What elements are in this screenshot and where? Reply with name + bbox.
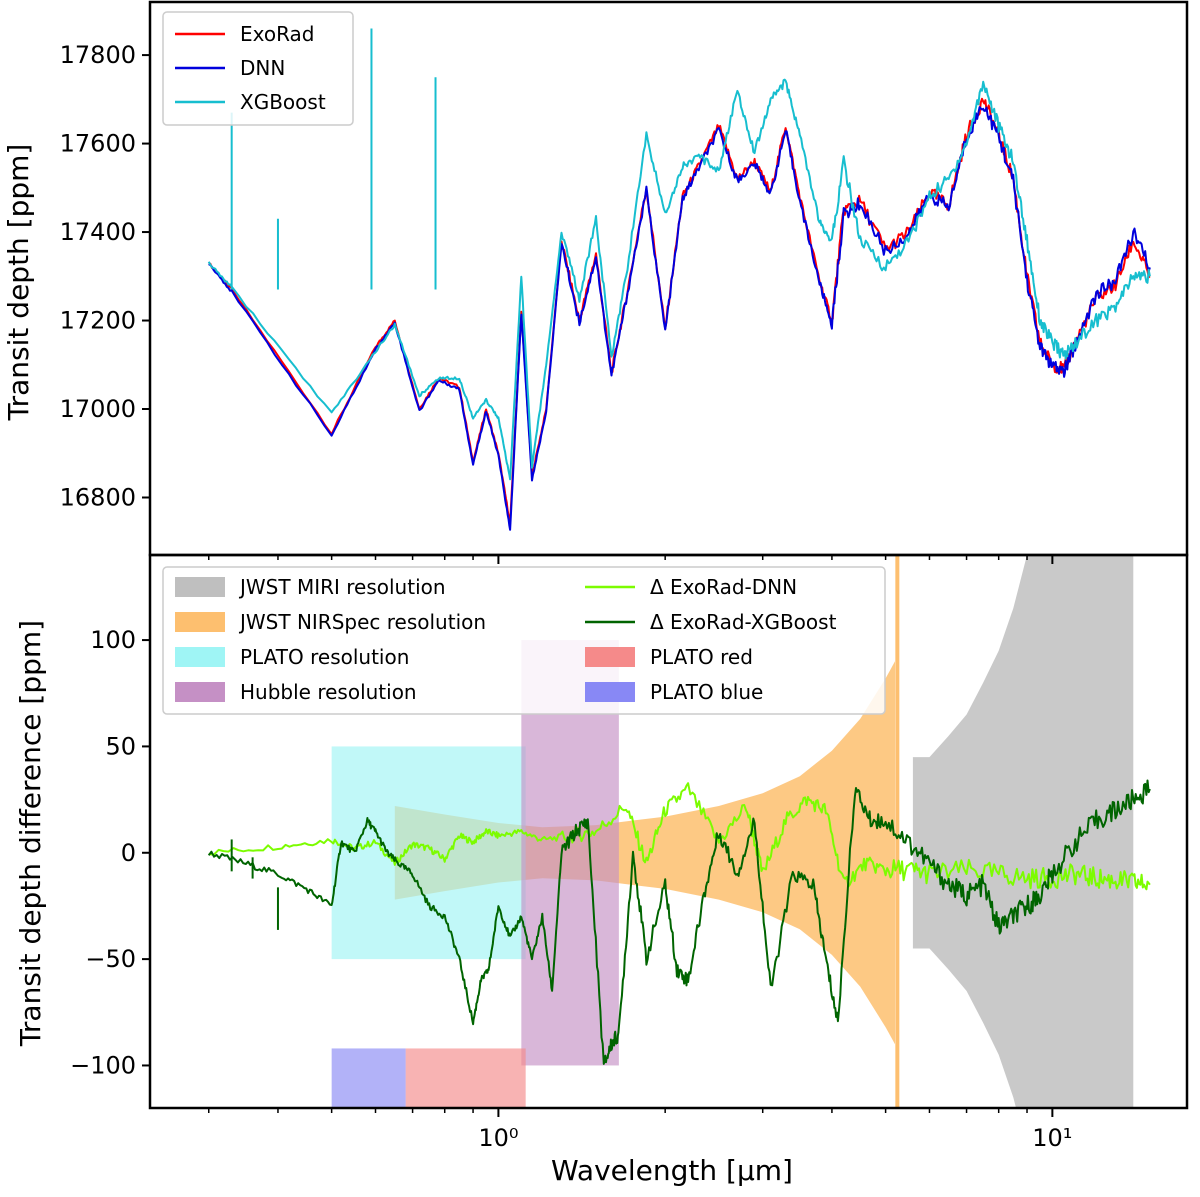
top-series-dnn-line xyxy=(208,106,1151,531)
legend-label-hubble: Hubble resolution xyxy=(240,680,417,704)
legend-label-miri: JWST MIRI resolution xyxy=(238,575,446,599)
bottom-panel-frame xyxy=(148,553,1189,1110)
top-ytick-label-17200: 17200 xyxy=(60,307,136,335)
bottom-ytick-label-50: 50 xyxy=(105,732,136,760)
bottom-ytick-label-100: 100 xyxy=(90,626,136,654)
legend-label-nirspec: JWST NIRSpec resolution xyxy=(238,610,486,634)
bottom-legend-box xyxy=(162,566,886,715)
legend-swatch-nirspec xyxy=(175,612,225,632)
legend-label-delta-xgboost: Δ ExoRad-XGBoost xyxy=(650,610,837,634)
top-y-axis-label: Transit depth [ppm] xyxy=(2,144,35,422)
legend-swatch-hubble xyxy=(175,682,225,702)
top-series-exorad-line xyxy=(208,97,1151,525)
legend-label-plato-blue: PLATO blue xyxy=(650,680,763,704)
plato-red-band xyxy=(405,1048,526,1108)
bottom-series-delta-dnn-line xyxy=(208,782,1151,891)
nirspec-band xyxy=(394,661,895,1045)
legend-label-exorad: ExoRad xyxy=(240,22,315,46)
top-series-xgboost-line xyxy=(207,78,1151,481)
bottom-ytick-label--50: −50 xyxy=(85,945,136,973)
top-panel-plot xyxy=(207,28,1151,531)
legend-label-dnn: DNN xyxy=(240,56,285,80)
legend-swatch-miri xyxy=(175,577,225,597)
bottom-legend: JWST MIRI resolution JWST NIRSpec resolu… xyxy=(162,566,886,715)
top-legend: ExoRad DNN XGBoost xyxy=(162,11,354,126)
top-ytick-label-17600: 17600 xyxy=(60,130,136,158)
bottom-xtick-label-1: 10⁰ xyxy=(478,1124,518,1152)
legend-swatch-plato xyxy=(175,647,225,667)
legend-label-xgboost: XGBoost xyxy=(240,90,326,114)
miri-band xyxy=(912,555,1134,1108)
axis-ticks: 16800 17000 17200 17400 17600 17800 −100 −50 0 50… xyxy=(60,41,1073,1152)
bottom-series-delta-xgboost-line xyxy=(207,779,1151,1065)
legend-label-plato: PLATO resolution xyxy=(240,645,409,669)
top-ytick-label-17000: 17000 xyxy=(60,395,136,423)
bottom-xtick-label-10: 10¹ xyxy=(1032,1124,1072,1152)
bottom-ytick-label-0: 0 xyxy=(121,839,136,867)
bottom-y-axis-label: Transit depth difference [ppm] xyxy=(14,620,47,1047)
legend-label-delta-dnn: Δ ExoRad-DNN xyxy=(650,575,797,599)
top-ytick-label-17400: 17400 xyxy=(60,218,136,246)
legend-swatch-plato-blue xyxy=(585,682,635,702)
legend-label-plato-red: PLATO red xyxy=(650,645,753,669)
bottom-ytick-label--100: −100 xyxy=(70,1051,136,1079)
top-ytick-label-17800: 17800 xyxy=(60,41,136,69)
bottom-panel-plot xyxy=(207,779,1151,1065)
x-axis-label: Wavelength [μm] xyxy=(551,1154,793,1187)
top-legend-box xyxy=(162,11,354,126)
legend-swatch-plato-red xyxy=(585,647,635,667)
plato-blue-band xyxy=(331,1048,406,1108)
plato-band xyxy=(331,746,526,960)
top-ytick-label-16800: 16800 xyxy=(60,483,136,511)
